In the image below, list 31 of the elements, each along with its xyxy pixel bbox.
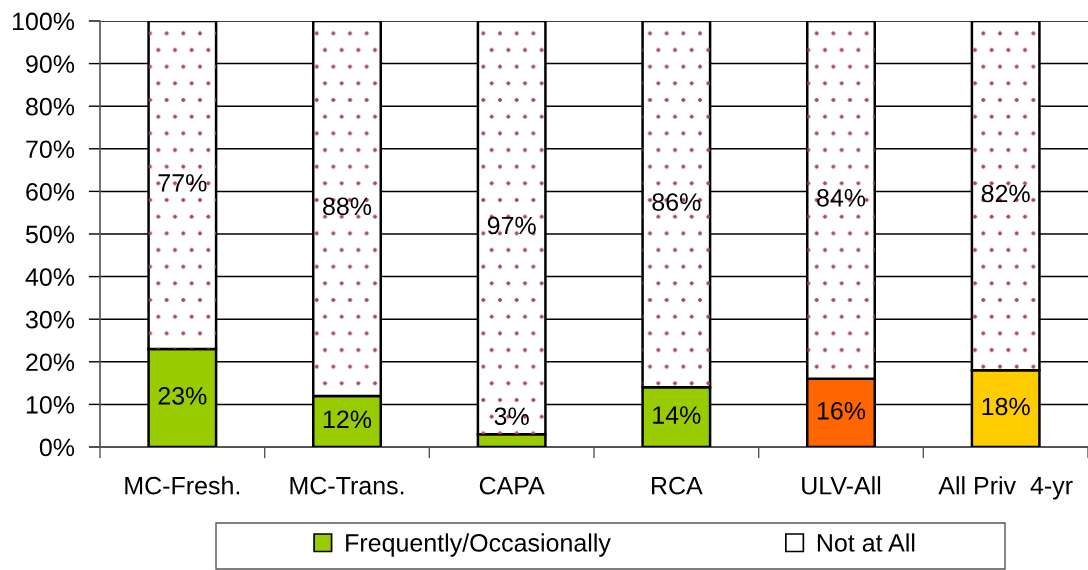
- y-tick-label: 60%: [26, 183, 75, 201]
- data-label: 77%: [158, 174, 207, 192]
- data-label: 82%: [981, 184, 1030, 203]
- data-label: 97%: [487, 216, 536, 235]
- data-label: 23%: [158, 387, 207, 405]
- x-tick-label: ULV-All: [802, 476, 881, 495]
- data-label: 16%: [817, 401, 866, 420]
- y-tick-label: 90%: [26, 55, 75, 73]
- data-label: 3%: [494, 407, 529, 426]
- legend-label: Not at All: [817, 533, 915, 552]
- legend-label: Frequently/Occasionally: [346, 533, 611, 557]
- y-tick-label: 30%: [25, 310, 75, 329]
- y-tick-label: 70%: [26, 140, 75, 159]
- y-tick-label: 40%: [25, 268, 75, 286]
- x-tick-label: MC-Trans.: [290, 476, 404, 495]
- x-tick-label: CAPA: [479, 476, 545, 495]
- data-label: 84%: [817, 188, 866, 207]
- data-label: 86%: [652, 193, 701, 211]
- data-label: 18%: [982, 397, 1030, 416]
- y-tick-label: 0%: [39, 438, 75, 457]
- y-tick-label: 10%: [26, 396, 75, 414]
- y-tick-label: 20%: [26, 353, 75, 372]
- data-label: 12%: [323, 410, 372, 429]
- x-tick-label: All Priv 4-yr: [938, 476, 1073, 500]
- data-label: 88%: [323, 197, 372, 216]
- y-tick-label: 100%: [12, 12, 75, 31]
- y-tick-label: 50%: [25, 225, 75, 244]
- data-label: 14%: [653, 406, 701, 424]
- x-tick-label: RCA: [651, 476, 703, 495]
- x-tick-label: MC-Fresh.: [125, 476, 240, 495]
- y-tick-label: 80%: [26, 97, 75, 116]
